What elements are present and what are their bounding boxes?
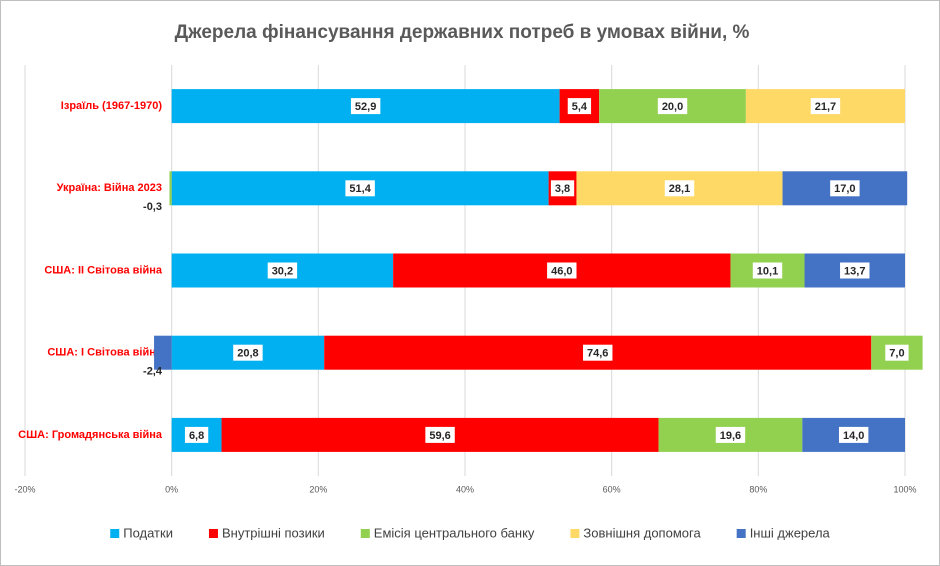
x-tick-label: 80% [749, 484, 767, 494]
y-tick-label: США: Громадянська війна [18, 429, 163, 441]
data-label: 59,6 [429, 430, 450, 442]
data-label-box [664, 180, 695, 197]
data-label-box [830, 180, 860, 197]
data-label: 52,9 [355, 101, 376, 113]
data-label-box [810, 98, 841, 115]
x-tick-label: 0% [165, 484, 178, 494]
data-label: 19,6 [720, 430, 741, 442]
data-label: 28,1 [669, 183, 690, 195]
data-label: 10,1 [757, 265, 778, 277]
data-label-box [715, 426, 746, 443]
data-label-box [583, 344, 613, 361]
legend-label: Зовнішня допомога [583, 525, 701, 540]
data-label-box [547, 262, 577, 279]
data-label: -2,4 [143, 366, 163, 378]
y-tick-label: Ізраїль (1967-1970) [61, 100, 163, 112]
data-label: 74,6 [587, 348, 608, 360]
data-label: 21,7 [815, 101, 836, 113]
bar-segment [154, 335, 172, 370]
x-tick-label: 100% [893, 484, 916, 494]
data-label: 20,8 [237, 348, 258, 360]
legend-swatch [736, 529, 746, 538]
chart-title: Джерела фінансування державних потреб в … [175, 22, 750, 43]
data-label-box [567, 98, 592, 115]
x-tick-label: 60% [603, 484, 621, 494]
x-tick-label: -20% [14, 484, 35, 494]
legend-swatch [208, 529, 218, 538]
data-label-box [350, 98, 381, 115]
data-label-box [840, 262, 870, 279]
data-label-box [752, 262, 783, 279]
data-label: 7,0 [889, 348, 904, 360]
data-label: 13,7 [844, 265, 865, 277]
legend-swatch [360, 529, 370, 538]
data-label: 6,8 [189, 430, 204, 442]
x-tick-label: 40% [456, 484, 474, 494]
data-label-box [267, 262, 298, 279]
data-label-box [838, 426, 869, 443]
data-label: 51,4 [349, 183, 371, 195]
data-label-box [657, 98, 688, 115]
legend-label: Внутрішні позики [222, 525, 325, 540]
data-label-box [233, 344, 263, 361]
data-label: 46,0 [551, 265, 572, 277]
legend-label: Емісія центрального банку [374, 525, 535, 540]
data-label-box [345, 180, 375, 197]
data-label-box [550, 180, 575, 197]
data-label: 17,0 [834, 183, 855, 195]
data-label-box [425, 426, 455, 443]
data-label: -0,3 [143, 201, 162, 213]
data-label: 30,2 [272, 265, 293, 277]
y-tick-label: Україна: Війна 2023 [57, 182, 162, 194]
data-label: 5,4 [572, 101, 588, 113]
legend-swatch [570, 529, 580, 538]
data-label-box [184, 426, 209, 443]
legend-label: Інші джерела [750, 525, 831, 540]
y-tick-label: США: ІІ Світова війна [44, 264, 163, 276]
data-label-box [885, 344, 909, 361]
legend-swatch [110, 529, 120, 538]
x-tick-label: 20% [309, 484, 327, 494]
data-label: 14,0 [843, 430, 864, 442]
legend-label: Податки [123, 525, 173, 540]
data-label: 3,8 [555, 183, 570, 195]
data-label: 20,0 [662, 101, 683, 113]
bar-segment [169, 171, 172, 206]
y-tick-label: США: І Світова війна [47, 347, 163, 359]
